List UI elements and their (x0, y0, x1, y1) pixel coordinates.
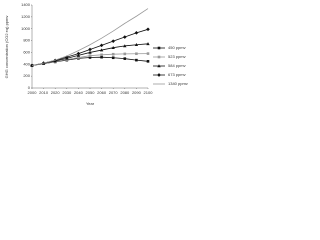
point (122, 35, 127, 39)
x-tick-label: 2010 (39, 90, 49, 95)
point (100, 53, 103, 57)
point (157, 55, 161, 59)
point (123, 44, 127, 48)
point (111, 52, 115, 56)
point (157, 64, 161, 68)
legend-label: 673 ppmv (168, 72, 186, 77)
y-tick-label: 600 (23, 49, 30, 54)
legend-label: 1340 ppmv (168, 81, 188, 86)
point (123, 52, 127, 56)
point (88, 56, 92, 59)
point (134, 43, 139, 47)
x-tick-label: 2000 (28, 90, 38, 95)
x-tick-label: 2060 (97, 90, 107, 95)
x-tick-label: 2040 (74, 90, 84, 95)
point (111, 45, 115, 49)
point (157, 73, 161, 77)
x-tick-label: 2070 (109, 90, 119, 95)
x-tick-label: 2050 (86, 90, 96, 95)
point (64, 55, 69, 59)
point (111, 39, 116, 43)
point (123, 57, 127, 60)
y-tick-label: 1200 (21, 14, 31, 19)
y-tick-label: 1000 (21, 26, 31, 31)
point (111, 56, 115, 60)
point (146, 60, 150, 63)
point (99, 48, 104, 52)
series-line (31, 8, 149, 66)
point (99, 43, 104, 48)
y-tick-label: 0 (28, 85, 31, 90)
y-tick-label: 200 (23, 73, 30, 78)
point (88, 50, 92, 54)
point (135, 52, 138, 56)
x-tick-label: 2030 (62, 90, 72, 95)
point (88, 54, 92, 57)
x-tick-label: 2020 (51, 90, 61, 95)
point (100, 55, 103, 59)
point (135, 58, 138, 62)
y-tick-label: 400 (23, 61, 30, 66)
y-tick-label: 800 (23, 38, 30, 43)
point (76, 51, 81, 56)
legend-label: 450 ppmv (168, 45, 186, 50)
x-tick-label: 2080 (120, 90, 130, 95)
background (0, 0, 200, 109)
x-tick-label: 2090 (132, 90, 142, 95)
chart: Year GHG concentration (CO2 eq) ppmv 020… (0, 0, 200, 109)
point (146, 52, 150, 55)
y-tick-label: 1400 (21, 2, 31, 7)
point (146, 27, 150, 32)
legend-label: 584 ppmv (168, 63, 186, 68)
point (157, 46, 161, 50)
point (77, 56, 80, 59)
x-tick-label: 2100 (144, 90, 154, 95)
x-axis-label: Year (86, 101, 95, 106)
point (88, 47, 92, 52)
y-axis-label: GHG concentration (CO2 eq) ppmv (4, 16, 9, 79)
point (146, 42, 150, 46)
legend-label: 523 ppmv (168, 54, 186, 59)
point (134, 31, 139, 35)
